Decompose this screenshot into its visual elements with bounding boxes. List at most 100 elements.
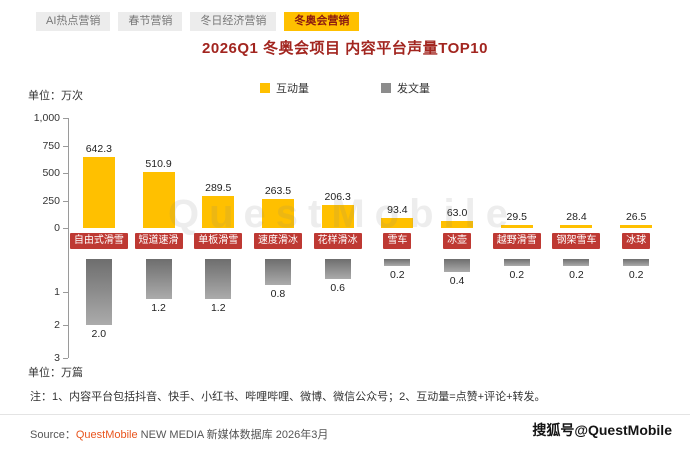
category-label: 自由式滑雪: [69, 233, 128, 249]
y-axis-line: [68, 118, 69, 358]
posts-bar: [563, 259, 590, 266]
posts-value-label: 0.4: [449, 275, 465, 288]
source-prefix: Source：: [30, 429, 76, 441]
chart-column: 206.3 花样滑冰 0.6: [308, 102, 368, 374]
source-rest: NEW MEDIA 新媒体数据库 2026年3月: [137, 429, 329, 441]
posts-bar: [264, 259, 291, 286]
posts-bar: [145, 259, 172, 299]
interaction-value-label: 206.3: [324, 191, 351, 204]
footer-divider: [0, 414, 690, 415]
interaction-value-label: 510.9: [145, 157, 172, 170]
chart-column: 28.4 钢架雪车 0.2: [547, 102, 607, 374]
lower-tick-2-mark: [63, 325, 68, 326]
interaction-bar: [142, 171, 175, 228]
tab-winter-economy-marketing[interactable]: 冬日经济营销: [190, 12, 277, 31]
interaction-bar: [560, 224, 593, 228]
upper-tick-0-label: 0: [54, 222, 60, 234]
posts-legend-label: 发文量: [397, 83, 430, 95]
interaction-value-label: 26.5: [625, 211, 647, 224]
posts-bar: [205, 259, 232, 299]
chart-column: 29.5 越野滑雪 0.2: [487, 102, 547, 374]
interaction-bar: [441, 221, 474, 228]
upper-tick-750-mark: [63, 145, 68, 147]
posts-value-label: 0.2: [390, 268, 405, 281]
upper-tick-250-mark: [63, 200, 68, 202]
lower-tick-1-label: 1: [54, 286, 60, 298]
posts-bar: [444, 259, 471, 273]
lower-tick-2-label: 2: [54, 319, 60, 331]
upper-tick-500-mark: [63, 173, 68, 174]
interaction-bar: [261, 199, 294, 228]
posts-value-label: 1.2: [210, 301, 226, 314]
posts-bar: [623, 259, 650, 266]
chart-column: 93.4 雪车 0.2: [368, 102, 428, 374]
interaction-bar: [321, 205, 354, 228]
upper-tick-750-label: 750: [42, 139, 60, 152]
lower-tick-3-label: 3: [54, 352, 60, 364]
topic-tabs: AI热点营销 春节营销 冬日经济营销 冬奥会营销: [36, 12, 360, 31]
chart-column: 263.5 速度滑冰 0.8: [248, 102, 308, 374]
upper-axis-unit-label: 单位：万次: [28, 90, 83, 102]
bar-chart: 642.3 自由式滑雪 2.0 510.9 短道速滑 1.2 289.5 单板滑雪 1.2 263…: [0, 102, 690, 374]
posts-value-label: 0.2: [628, 268, 644, 281]
upper-tick-250-label: 250: [42, 194, 60, 207]
upper-tick-1,000-mark: [63, 118, 68, 119]
interaction-value-label: 93.4: [387, 203, 408, 216]
upper-tick-0-mark: [63, 228, 68, 229]
lower-tick-1-mark: [63, 292, 68, 293]
chart-column: 642.3 自由式滑雪 2.0: [69, 102, 129, 374]
source-line: Source：QuestMobile NEW MEDIA 新媒体数据库 2026…: [30, 426, 328, 442]
posts-bar: [503, 259, 530, 266]
category-label: 速度滑冰: [253, 233, 302, 249]
interaction-value-label: 28.4: [566, 210, 587, 223]
posts-bar: [384, 259, 411, 266]
interaction-value-label: 63.0: [446, 207, 468, 220]
chart-column: 289.5 单板滑雪 1.2: [188, 102, 248, 374]
upper-tick-1,000-label: 1,000: [33, 112, 60, 124]
interaction-value-label: 29.5: [506, 210, 527, 223]
category-label: 花样滑冰: [313, 233, 362, 249]
category-label: 冰壶: [443, 233, 472, 249]
tab-spring-festival-marketing[interactable]: 春节营销: [118, 12, 183, 31]
chart-column: 63.0 冰壶 0.4: [427, 102, 487, 374]
tab-ai-hotspot-marketing[interactable]: AI热点营销: [36, 12, 111, 31]
posts-value-label: 0.2: [569, 268, 584, 281]
category-label: 钢架雪车: [552, 233, 601, 249]
watermark-credit: 搜狐号@QuestMobile: [532, 422, 672, 438]
upper-tick-500-label: 500: [42, 167, 60, 179]
interaction-bar: [202, 196, 235, 228]
chart-title: 2026Q1 冬奥会项目 内容平台声量TOP10: [202, 40, 488, 57]
category-label: 单板滑雪: [194, 233, 243, 249]
posts-value-label: 2.0: [91, 328, 107, 340]
posts-value-label: 0.8: [270, 288, 286, 301]
category-label: 越野滑雪: [492, 233, 541, 249]
interaction-legend-swatch: [260, 83, 270, 93]
interaction-bar: [620, 225, 653, 228]
footnote: 注：1、内容平台包括抖音、快手、小红书、哔哩哔哩、微博、微信公众号；2、互动量=…: [30, 391, 546, 403]
posts-legend-swatch: [381, 83, 391, 93]
legend-item-posts: 发文量: [381, 80, 430, 96]
posts-value-label: 0.2: [509, 268, 525, 281]
posts-value-label: 1.2: [151, 301, 166, 314]
interaction-value-label: 263.5: [264, 185, 292, 198]
interaction-bar: [381, 217, 414, 228]
chart-columns: 642.3 自由式滑雪 2.0 510.9 短道速滑 1.2 289.5 单板滑雪 1.2 263…: [69, 102, 666, 374]
tab-winter-olympics-marketing[interactable]: 冬奥会营销: [284, 12, 360, 31]
posts-bar: [85, 259, 112, 325]
interaction-legend-label: 互动量: [276, 83, 309, 95]
posts-bar: [324, 259, 351, 279]
category-label: 冰球: [622, 233, 651, 249]
interaction-value-label: 642.3: [85, 143, 112, 156]
legend-item-interactions: 互动量: [260, 80, 309, 96]
posts-value-label: 0.6: [330, 281, 345, 294]
chart-column: 26.5 冰球 0.2: [606, 102, 666, 374]
interaction-value-label: 289.5: [205, 182, 232, 195]
interaction-bar: [82, 157, 115, 228]
lower-tick-3-mark: [63, 358, 68, 359]
interaction-bar: [500, 224, 533, 228]
chart-column: 510.9 短道速滑 1.2: [129, 102, 189, 374]
category-label: 短道速滑: [134, 233, 183, 249]
category-label: 雪车: [383, 233, 412, 249]
lower-axis-unit-label: 单位：万篇: [28, 367, 83, 379]
